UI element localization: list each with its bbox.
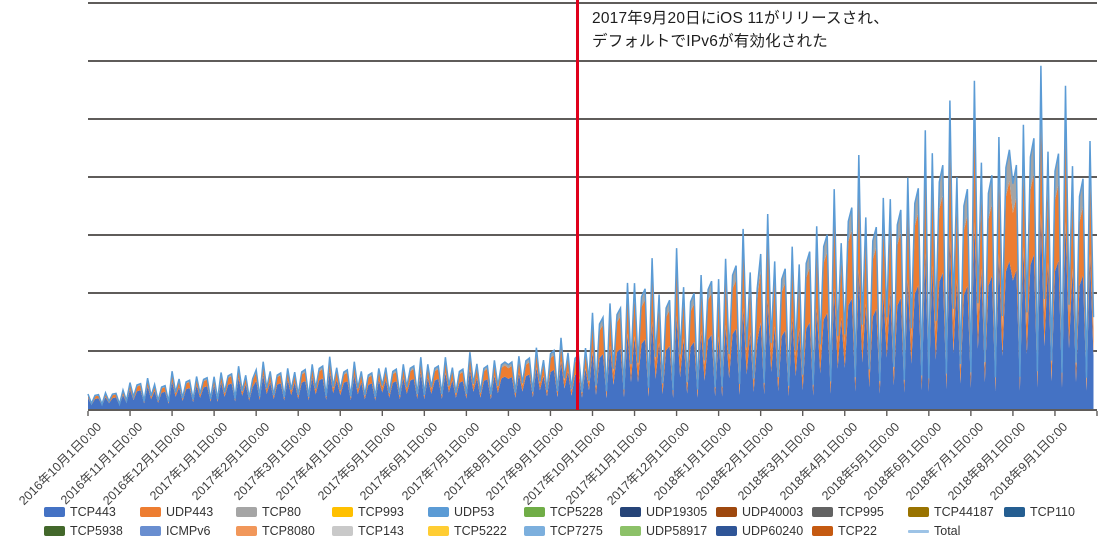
legend-item-udp40003: UDP40003	[716, 505, 812, 519]
legend-item-udp58917: UDP58917	[620, 524, 716, 538]
legend-color-swatch	[812, 526, 833, 536]
legend-label: TCP995	[838, 505, 884, 519]
legend-label: TCP5228	[550, 505, 603, 519]
legend-color-swatch	[236, 526, 257, 536]
legend-label: TCP5938	[70, 524, 123, 538]
legend-item-tcp5228: TCP5228	[524, 505, 620, 519]
legend-item-tcp5222: TCP5222	[428, 524, 524, 538]
legend-label: TCP110	[1030, 505, 1075, 519]
annotation: 2017年9月20日にiOS 11がリリースされ、 デフォルトでIPv6が有効化…	[592, 7, 889, 53]
legend-color-swatch	[812, 507, 833, 517]
ios11-release-event-line	[576, 0, 579, 410]
legend-color-swatch	[428, 507, 449, 517]
legend-color-swatch	[44, 526, 65, 536]
legend-label: UDP53	[454, 505, 495, 519]
legend-color-swatch	[44, 507, 65, 517]
total-line	[87, 65, 1095, 407]
legend-label: UDP19305	[646, 505, 708, 519]
legend-row-1: TCP443 UDP443 TCP80 TCP993 UDP53 TCP5228 UDP19…	[44, 505, 1100, 519]
legend-item-total: Total	[908, 524, 1004, 538]
legend-item-udp443: UDP443	[140, 505, 236, 519]
legend-color-swatch	[428, 526, 449, 536]
legend-item-tcp44187: TCP44187	[908, 505, 1004, 519]
annotation-line2: デフォルトでIPv6が有効化された	[592, 33, 828, 50]
legend-color-swatch	[1004, 507, 1025, 517]
annotation-line1: 2017年9月20日にiOS 11がリリースされ、	[592, 10, 889, 27]
legend-label: TCP443	[70, 505, 116, 519]
legend-label: TCP80	[262, 505, 301, 519]
legend-item-tcp8080: TCP8080	[236, 524, 332, 538]
legend-item-udp53: UDP53	[428, 505, 524, 519]
legend-color-swatch	[908, 507, 929, 517]
legend-label: TCP22	[838, 524, 877, 538]
legend-item-tcp995: TCP995	[812, 505, 908, 519]
legend-item-icmpv6: ICMPv6	[140, 524, 236, 538]
legend-item-tcp110: TCP110	[1004, 505, 1100, 519]
legend-label: TCP993	[358, 505, 404, 519]
legend-color-swatch	[716, 507, 737, 517]
legend-color-swatch	[332, 507, 353, 517]
legend-color-swatch	[332, 526, 353, 536]
legend-label: UDP443	[166, 505, 214, 519]
legend-label: UDP40003	[742, 505, 804, 519]
legend-label: ICMPv6	[166, 524, 211, 538]
legend-label: TCP7275	[550, 524, 603, 538]
legend-label: TCP44187	[934, 505, 994, 519]
legend-item-tcp5938: TCP5938	[44, 524, 140, 538]
legend-item-tcp443: TCP443	[44, 505, 140, 519]
legend-color-swatch	[716, 526, 737, 536]
legend-color-swatch	[524, 526, 545, 536]
area-tcp443	[88, 213, 1094, 409]
legend-item-tcp7275: TCP7275	[524, 524, 620, 538]
legend-item-tcp993: TCP993	[332, 505, 428, 519]
legend-item-tcp22: TCP22	[812, 524, 908, 538]
legend-item-udp19305: UDP19305	[620, 505, 716, 519]
legend-color-swatch	[524, 507, 545, 517]
legend-item-udp60240: UDP60240	[716, 524, 812, 538]
legend-item-tcp143: TCP143	[332, 524, 428, 538]
legend-label: TCP8080	[262, 524, 315, 538]
legend-color-swatch	[236, 507, 257, 517]
legend-label: Total	[934, 524, 961, 538]
legend-item-tcp80: TCP80	[236, 505, 332, 519]
legend-label: UDP60240	[742, 524, 804, 538]
legend-line-symbol	[908, 529, 929, 533]
legend-label: UDP58917	[646, 524, 708, 538]
legend-row-2: TCP5938 ICMPv6 TCP8080 TCP143 TCP5222 TCP7275…	[44, 524, 1004, 538]
legend-color-swatch	[620, 526, 641, 536]
legend-color-swatch	[140, 526, 161, 536]
legend-label: TCP5222	[454, 524, 507, 538]
legend-color-swatch	[140, 507, 161, 517]
legend-label: TCP143	[358, 524, 404, 538]
legend-color-swatch	[620, 507, 641, 517]
